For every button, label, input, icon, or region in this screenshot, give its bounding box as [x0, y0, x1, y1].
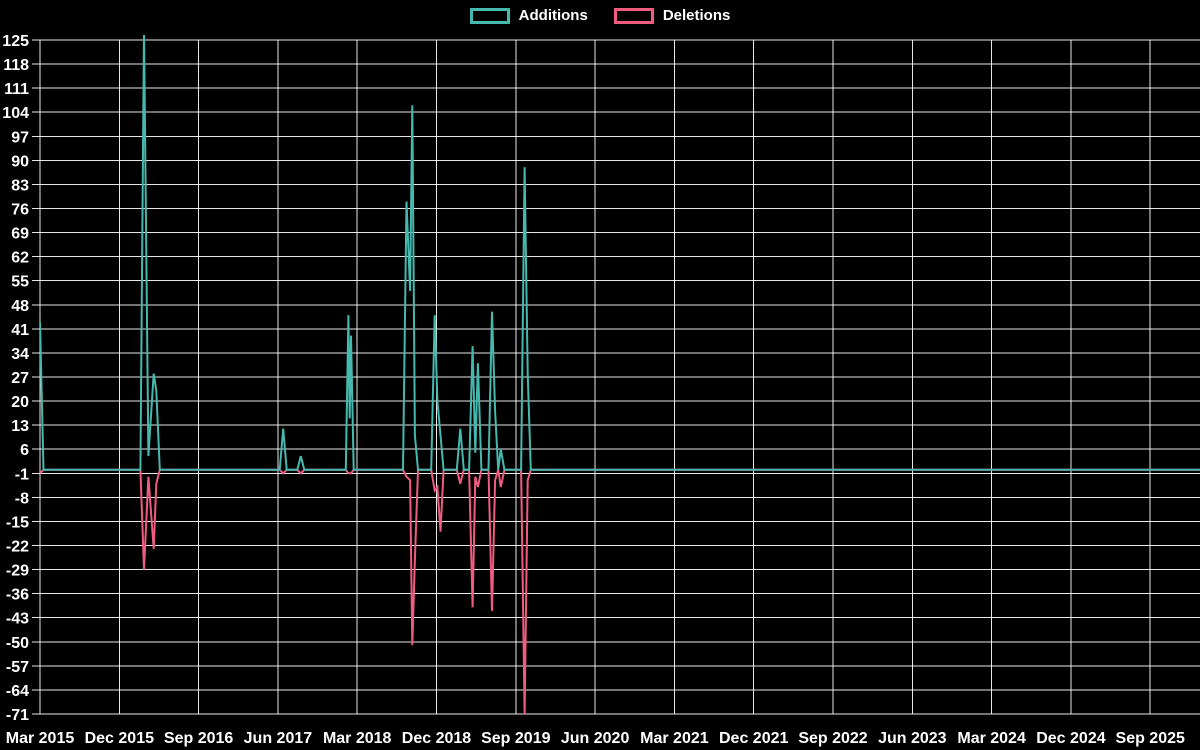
- x-tick-label: Sep 2016: [164, 730, 233, 747]
- y-tick-label: 90: [11, 153, 29, 170]
- x-tick-label: Sep 2022: [798, 730, 867, 747]
- additions-line: [40, 35, 1200, 471]
- legend-item-additions[interactable]: Additions: [469, 7, 588, 24]
- y-tick-label: 55: [11, 274, 29, 291]
- legend-label-deletions: Deletions: [662, 7, 731, 24]
- y-tick-label: -8: [15, 490, 29, 507]
- y-tick-label: 76: [11, 202, 29, 219]
- y-tick-label: -22: [6, 539, 29, 556]
- y-tick-label: -50: [6, 635, 29, 652]
- y-tick-label: 97: [11, 129, 29, 146]
- y-tick-label: 62: [11, 250, 29, 267]
- y-tick-label: 13: [11, 418, 29, 435]
- y-tick-label: 48: [11, 298, 29, 315]
- y-tick-label: 83: [11, 177, 29, 194]
- y-tick-label: -64: [6, 683, 29, 700]
- deletions-swatch-icon: [613, 7, 654, 24]
- y-tick-label: 104: [2, 105, 29, 122]
- y-tick-label: 118: [3, 57, 29, 74]
- x-tick-label: Jun 2020: [561, 730, 630, 747]
- legend-item-deletions[interactable]: Deletions: [613, 7, 731, 24]
- deletions-line: [40, 468, 1200, 715]
- y-tick-label: -29: [6, 563, 29, 580]
- y-tick-label: 27: [11, 370, 29, 387]
- legend: Additions Deletions: [0, 7, 1200, 24]
- y-tick-label: 20: [11, 394, 29, 411]
- y-tick-label: -57: [6, 659, 29, 676]
- x-tick-label: Sep 2025: [1116, 730, 1185, 747]
- y-tick-label: -43: [6, 611, 29, 628]
- x-tick-label: Dec 2018: [402, 730, 471, 747]
- y-tick-label: 69: [11, 226, 29, 243]
- y-tick-label: -71: [6, 707, 29, 724]
- y-tick-label: 34: [11, 346, 29, 363]
- x-tick-label: Sep 2019: [481, 730, 550, 747]
- y-tick-label: 125: [2, 33, 29, 50]
- x-tick-label: Jun 2023: [878, 730, 947, 747]
- y-tick-label: -1: [15, 466, 29, 483]
- y-tick-label: 6: [20, 442, 29, 459]
- x-tick-label: Dec 2015: [85, 730, 154, 747]
- x-tick-label: Dec 2024: [1036, 730, 1105, 747]
- legend-label-additions: Additions: [518, 7, 588, 24]
- y-tick-label: 111: [4, 81, 29, 98]
- y-tick-label: -36: [6, 587, 29, 604]
- x-tick-label: Mar 2024: [957, 730, 1026, 747]
- x-tick-label: Mar 2018: [323, 730, 392, 747]
- y-tick-label: 41: [11, 322, 29, 339]
- x-tick-label: Mar 2015: [6, 730, 75, 747]
- additions-swatch-icon: [469, 7, 510, 24]
- x-tick-label: Dec 2021: [719, 730, 788, 747]
- x-tick-label: Mar 2021: [640, 730, 709, 747]
- y-tick-label: -15: [6, 514, 29, 531]
- x-tick-label: Jun 2017: [244, 730, 313, 747]
